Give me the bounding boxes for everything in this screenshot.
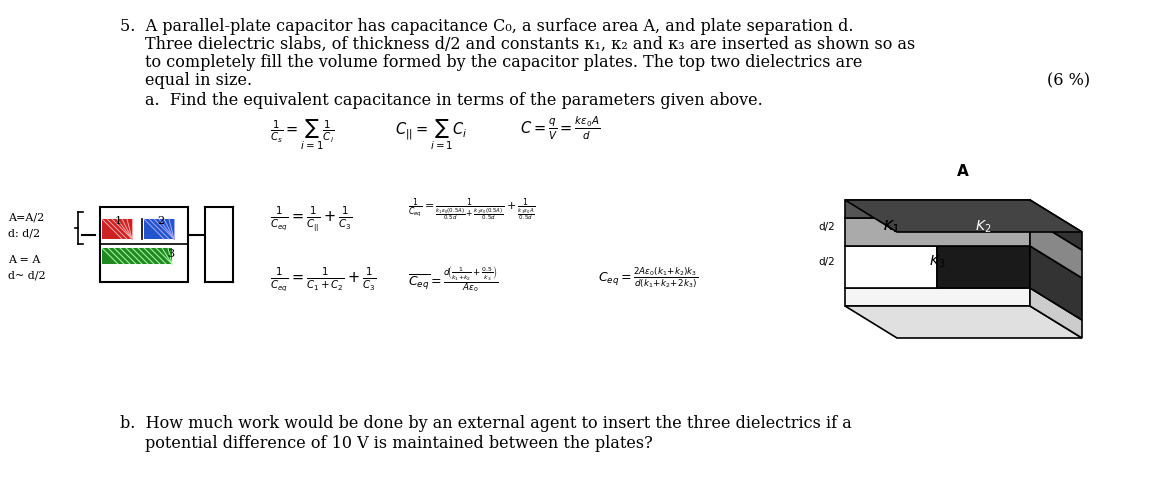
- Text: b.  How much work would be done by an external agent to insert the three dielect: b. How much work would be done by an ext…: [120, 415, 852, 432]
- Text: $C_{eq} = \frac{2A\varepsilon_0(k_1\!+\!k_2)k_3}{d(k_1\!+\!k_2\!+\!2k_3)}$: $C_{eq} = \frac{2A\varepsilon_0(k_1\!+\!…: [598, 265, 698, 290]
- Text: Three dielectric slabs, of thickness d/2 and constants κ₁, κ₂ and κ₃ are inserte: Three dielectric slabs, of thickness d/2…: [144, 36, 916, 53]
- Bar: [103, 219, 132, 239]
- Polygon shape: [1030, 288, 1082, 338]
- Text: $\frac{1}{C_{eq}} = \frac{1}{C_{||}} + \frac{1}{C_3}$: $\frac{1}{C_{eq}} = \frac{1}{C_{||}} + \…: [270, 205, 352, 234]
- Bar: [144, 219, 174, 239]
- Text: d/2: d/2: [818, 257, 835, 267]
- Text: 3: 3: [167, 249, 174, 259]
- Polygon shape: [845, 218, 1030, 246]
- Text: $C_{||} = \sum_{i=1}^{} C_i$: $C_{||} = \sum_{i=1}^{} C_i$: [395, 115, 467, 152]
- Polygon shape: [1030, 218, 1082, 278]
- Text: a.  Find the equivalent capacitance in terms of the parameters given above.: a. Find the equivalent capacitance in te…: [144, 92, 763, 109]
- Text: 2: 2: [157, 216, 164, 226]
- Bar: [103, 248, 172, 264]
- Text: $K_2$: $K_2$: [975, 219, 991, 235]
- Polygon shape: [845, 306, 1082, 338]
- Polygon shape: [845, 246, 937, 288]
- Text: equal in size.: equal in size.: [144, 72, 252, 89]
- Text: $K_1$: $K_1$: [883, 219, 899, 235]
- Text: $\frac{1}{C_{eq}} = \frac{1}{\frac{k_1\varepsilon_0(0.5A)}{0.5d}+\frac{k_2\varep: $\frac{1}{C_{eq}} = \frac{1}{\frac{k_1\v…: [408, 197, 536, 224]
- Text: 5.  A parallel-plate capacitor has capacitance C₀, a surface area A, and plate s: 5. A parallel-plate capacitor has capaci…: [120, 18, 854, 35]
- Text: $\frac{1}{C_s} = \sum_{i=1}^{} \frac{1}{C_i}$: $\frac{1}{C_s} = \sum_{i=1}^{} \frac{1}{…: [270, 115, 334, 152]
- Text: d: d/2: d: d/2: [8, 228, 40, 238]
- Text: d/2: d/2: [818, 222, 835, 232]
- Bar: [100, 207, 188, 282]
- Polygon shape: [937, 246, 1030, 288]
- Text: $K_1$: $K_1$: [883, 219, 899, 235]
- Polygon shape: [845, 200, 1030, 218]
- Text: A=A/2: A=A/2: [8, 212, 44, 222]
- Text: $\frac{1}{C_{eq}} = \frac{1}{C_1+C_2} + \frac{1}{C_3}$: $\frac{1}{C_{eq}} = \frac{1}{C_1+C_2} + …: [270, 265, 376, 293]
- Text: potential difference of 10 V is maintained between the plates?: potential difference of 10 V is maintain…: [144, 435, 652, 452]
- Polygon shape: [1030, 246, 1082, 320]
- Text: d~ d/2: d~ d/2: [8, 270, 45, 280]
- Text: 1: 1: [115, 216, 122, 226]
- Polygon shape: [845, 288, 1030, 306]
- Polygon shape: [845, 200, 1082, 232]
- Text: $K_3$: $K_3$: [929, 254, 945, 270]
- Text: A: A: [958, 165, 969, 179]
- Text: $\overline{C_{eq}} = \frac{d\!\left(\frac{1}{k_1\!+\!k_2} + \frac{0.5}{k_3}\righ: $\overline{C_{eq}} = \frac{d\!\left(\fra…: [408, 265, 499, 294]
- Text: (6 %): (6 %): [1047, 72, 1090, 89]
- Text: A = A: A = A: [8, 255, 41, 265]
- Text: to completely fill the volume formed by the capacitor plates. The top two dielec: to completely fill the volume formed by …: [144, 54, 862, 71]
- Polygon shape: [1030, 200, 1082, 250]
- Text: $C = \frac{q}{V} = \frac{k\varepsilon_0 A}{d}$: $C = \frac{q}{V} = \frac{k\varepsilon_0 …: [520, 115, 600, 142]
